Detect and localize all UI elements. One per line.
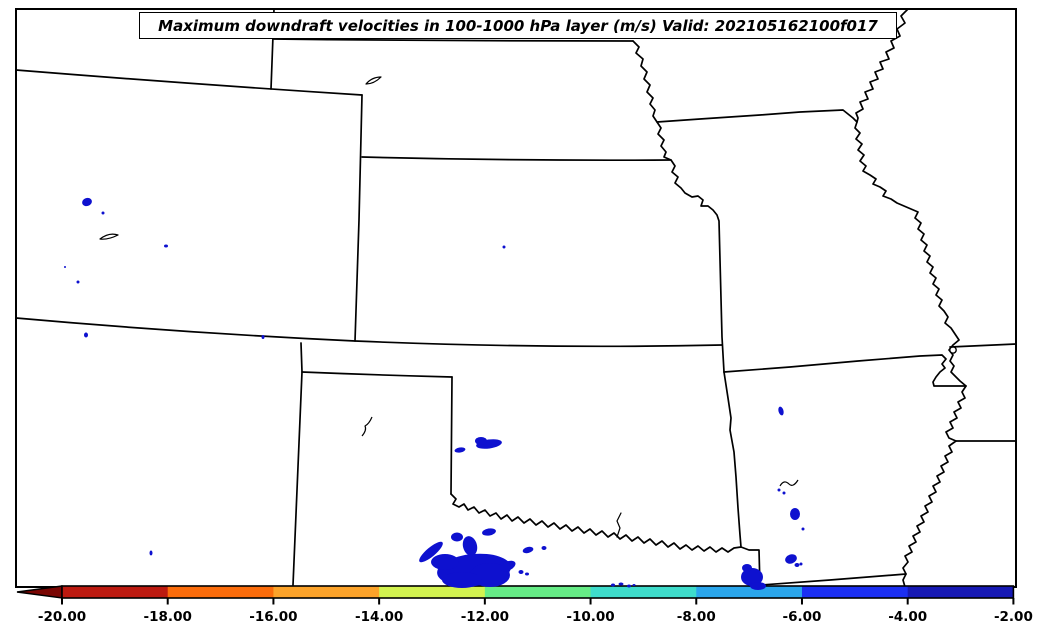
colorbar-segment	[907, 586, 1014, 598]
downdraft-patch	[502, 245, 506, 249]
downdraft-patch	[525, 572, 529, 576]
border-nebraska-kansas	[361, 156, 672, 162]
downdraft-patch	[522, 546, 534, 554]
plot-title: Maximum downdraft velocities in 100-1000…	[158, 16, 878, 35]
colorbar-segment	[696, 586, 803, 598]
downdraft-patch	[750, 582, 766, 590]
downdraft-patch	[518, 570, 524, 574]
downdraft-patch	[164, 244, 168, 248]
border-oklahoma-panhandle-south	[301, 371, 453, 378]
lakes	[99, 76, 799, 487]
downdraft-patch	[782, 491, 786, 495]
border-mississippi-river	[854, 8, 967, 588]
downdraft-patches	[64, 197, 805, 590]
border-oklahoma-texas-100w	[450, 376, 453, 495]
border-southdakota-nebraska	[273, 38, 634, 42]
downdraft-patch	[742, 564, 752, 572]
downdraft-patch	[482, 528, 496, 536]
colorbar-segment	[801, 586, 909, 598]
lake-dardanelle	[779, 479, 799, 487]
downdraft-patch	[741, 568, 763, 586]
downdraft-patch	[618, 582, 624, 586]
border-missouri-river-kansas-missouri	[632, 40, 725, 373]
colorbar-tick-label: -14.00	[355, 609, 403, 625]
colorbar-tick-label: -8.00	[677, 609, 716, 625]
downdraft-patch	[475, 437, 487, 445]
colorbar-segment	[273, 586, 380, 598]
downdraft-patch	[801, 527, 805, 531]
downdraft-patch	[785, 554, 797, 564]
colorbar-tick-label: -4.00	[888, 609, 927, 625]
colorbar-segment	[62, 586, 169, 598]
lake-meredith	[361, 416, 373, 437]
colorbar: -20.00 -18.00 -16.00 -14.00 -12.00 -10.00 -8.0…	[16, 585, 1033, 625]
downdraft-patch	[778, 406, 784, 416]
downdraft-patch	[101, 211, 105, 215]
downdraft-patch	[451, 532, 463, 542]
colorbar-tick-label: -18.00	[144, 609, 192, 625]
downdraft-patch	[419, 541, 443, 563]
downdraft-patch	[64, 266, 66, 268]
downdraft-patch	[777, 488, 781, 492]
border-red-river	[450, 493, 742, 553]
state-borders	[15, 8, 1017, 588]
downdraft-patch	[632, 584, 636, 586]
downdraft-patch	[149, 550, 153, 556]
border-newmexico-texas	[292, 342, 303, 586]
plot-title-box: Maximum downdraft velocities in 100-1000…	[139, 12, 897, 39]
border-arkansas-louisiana	[760, 573, 907, 586]
downdraft-patch	[82, 197, 92, 207]
river-tributary-spur	[616, 512, 622, 538]
colorbar-tick-label: -10.00	[566, 609, 614, 625]
colorbar-tick-label: -2.00	[994, 609, 1033, 625]
downdraft-patch	[500, 560, 516, 572]
downdraft-patch	[799, 562, 803, 566]
colorbar-tick-label: -16.00	[249, 609, 297, 625]
border-missouri-arkansas-bootheel	[723, 354, 967, 387]
border-oklahoma-arkansas-texas	[723, 371, 761, 588]
colorbar-segment	[484, 586, 592, 598]
downdraft-patch	[442, 572, 482, 588]
downdraft-patch	[790, 508, 800, 520]
border-colorado-north	[15, 69, 363, 96]
downdraft-patch	[627, 584, 631, 588]
colorbar-segment	[379, 586, 486, 598]
colorbar-tick-label: -12.00	[461, 609, 509, 625]
downdraft-patch	[462, 536, 478, 556]
downdraft-patch	[84, 332, 88, 338]
colorbar-segment	[167, 586, 274, 598]
downdraft-patch	[541, 546, 547, 550]
colorbar-tick-label: -20.00	[38, 609, 86, 625]
downdraft-patch	[76, 280, 80, 284]
border-iowa-missouri	[656, 109, 858, 123]
downdraft-patch	[454, 447, 466, 453]
colorbar-outline	[61, 585, 1015, 599]
border-kentucky-tennessee	[949, 343, 1017, 348]
downdraft-patch	[261, 335, 265, 339]
colorbar-segment	[590, 586, 697, 598]
lake-mcconaughy	[365, 76, 382, 85]
downdraft-patch	[431, 554, 459, 570]
border-kansas-oklahoma-south	[15, 317, 723, 348]
border-colorado-east	[354, 94, 363, 342]
colorbar-tick-label: -6.00	[783, 609, 822, 625]
downdraft-patch	[794, 563, 800, 567]
downdraft-patch	[611, 583, 615, 587]
lake-colorado	[99, 233, 119, 240]
